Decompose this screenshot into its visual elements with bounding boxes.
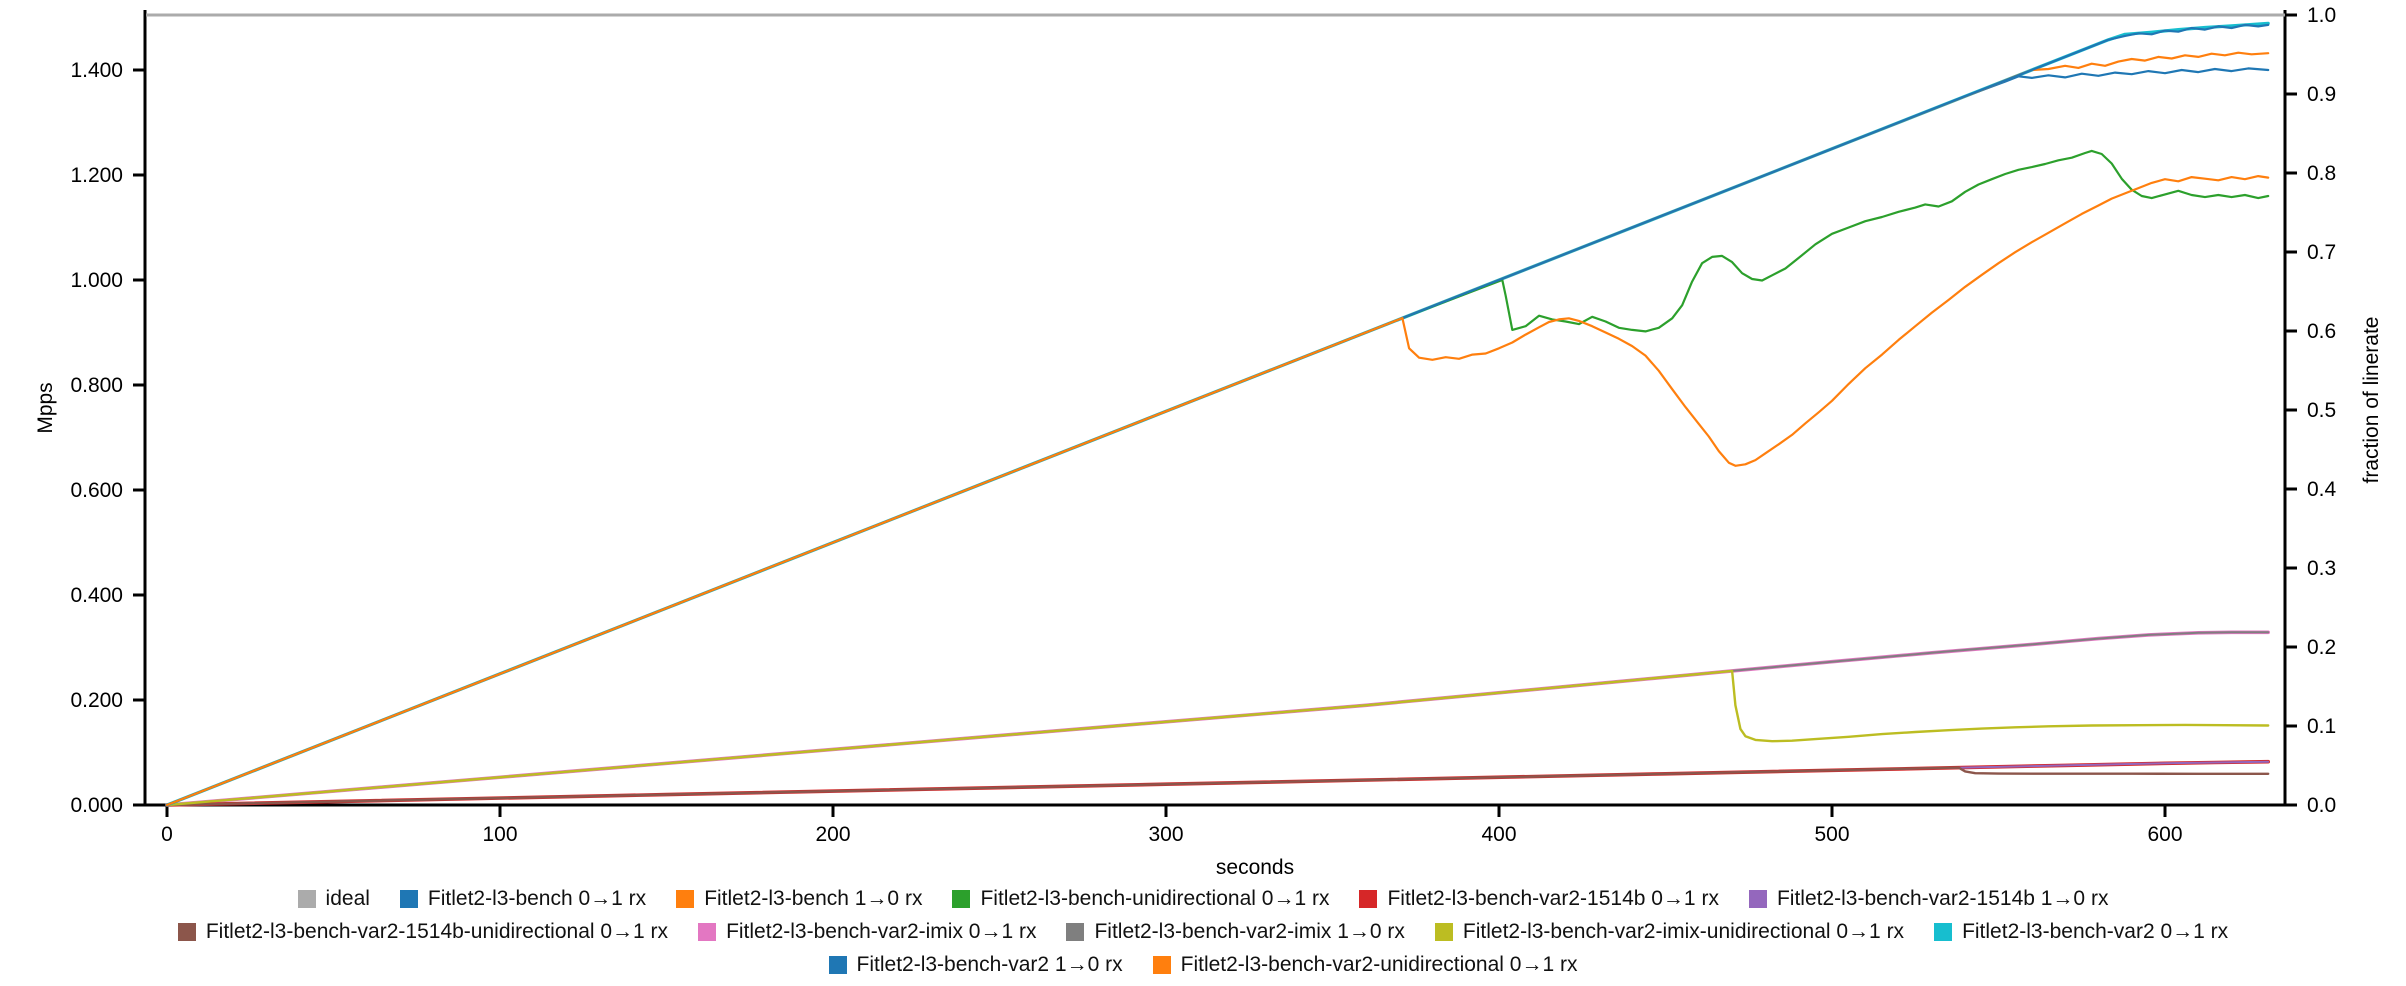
y-tick-label-right: 0.9	[2307, 83, 2336, 106]
legend-swatch	[177, 923, 196, 941]
legend-item: Fitlet2-l3-bench-var2-unidirectional 0→1…	[1152, 953, 1578, 977]
legend-label: Fitlet2-l3-bench-unidirectional 0→1 rx	[980, 887, 1330, 910]
y-tick-label-right: 0.6	[2307, 320, 2336, 343]
legend-item: Fitlet2-l3-bench-var2 1→0 rx	[828, 953, 1123, 977]
x-tick-label: 400	[1481, 823, 1516, 846]
legend-label: Fitlet2-l3-bench-var2-imix 0→1 rx	[726, 920, 1037, 943]
y-tick-label-right: 0.8	[2307, 162, 2336, 185]
y-tick-label-right: 0.2	[2307, 636, 2336, 659]
legend-item: Fitlet2-l3-bench-var2 0→1 rx	[1934, 920, 2228, 944]
y-tick-label-left: 0.200	[70, 689, 123, 712]
legend-row: ideal Fitlet2-l3-bench 0→1 rx Fitlet2-l3-b…	[297, 884, 2109, 914]
y-tick-label-right: 1.0	[2307, 4, 2336, 27]
x-tick-label: 300	[1148, 823, 1183, 846]
y-tick-label-left: 1.200	[70, 164, 123, 187]
y-axis-label-left: Mpps	[34, 382, 57, 434]
series-Fitlet2-l3-bench-var2 0→1 rx	[165, 21, 2270, 807]
legend-swatch	[1152, 956, 1171, 974]
legend-label: Fitlet2-l3-bench-var2-1514b-unidirection…	[205, 920, 669, 943]
y-tick-label-right: 0.4	[2307, 478, 2337, 501]
x-tick-label: 200	[815, 823, 850, 846]
plot-area	[146, 13, 2285, 807]
series-Fitlet2-l3-bench-var2 1→0 rx	[165, 67, 2270, 807]
legend-label: Fitlet2-l3-bench-var2-imix 1→0 rx	[1094, 920, 1405, 943]
x-tick-label: 600	[2147, 823, 2182, 846]
legend-row: Fitlet2-l3-bench-var2 1→0 rx Fitlet2-l3-b…	[828, 950, 1578, 980]
legend-label: Fitlet2-l3-bench-var2-1514b 1→0 rx	[1776, 887, 2109, 910]
y-tick-label-right: 0.5	[2307, 399, 2336, 422]
legend-label: Fitlet2-l3-bench-var2-unidirectional 0→1…	[1180, 953, 1578, 976]
legend-item: Fitlet2-l3-bench-var2-1514b-unidirection…	[177, 920, 669, 944]
legend-item: Fitlet2-l3-bench-var2-imix-unidirectiona…	[1434, 920, 1905, 944]
legend-label: Fitlet2-l3-bench 1→0 rx	[704, 887, 923, 910]
legend-item: Fitlet2-l3-bench-var2-1514b 1→0 rx	[1748, 887, 2109, 911]
series-Fitlet2-l3-bench-var2-imix-unidirectional 0→1 rx	[165, 669, 2270, 807]
y-tick-label-left: 0.800	[70, 374, 123, 397]
legend-swatch	[698, 923, 717, 941]
legend-swatch	[828, 956, 847, 974]
x-axis-label: seconds	[1215, 856, 1295, 879]
legend-item: Fitlet2-l3-bench-var2-1514b 0→1 rx	[1359, 887, 1719, 911]
y-tick-label-right: 0.7	[2307, 241, 2336, 264]
legend-label: ideal	[325, 887, 370, 910]
y-tick-label-left: 1.000	[70, 269, 123, 292]
legend-label: Fitlet2-l3-bench 0→1 rx	[427, 887, 647, 910]
legend: ideal Fitlet2-l3-bench 0→1 rx Fitlet2-l3-b…	[0, 884, 2406, 980]
legend-item: Fitlet2-l3-bench 0→1 rx	[399, 887, 647, 911]
legend-swatch	[1066, 923, 1085, 941]
legend-label: Fitlet2-l3-bench-var2-imix-unidirectiona…	[1462, 920, 1905, 943]
y-axis-label-right: fraction of linerate	[2360, 316, 2383, 484]
series-Fitlet2-l3-bench-var2-1514b-unidirectional 0→1 rx	[165, 766, 2270, 807]
legend-swatch	[676, 890, 695, 908]
y-tick-label-right: 0.1	[2307, 715, 2336, 738]
series-Fitlet2-l3-bench 1→0 rx	[165, 51, 2270, 807]
axes-layer: 0 100 200 300 400 500 600 0.000 0.200 0.400 0.600 0…	[70, 4, 2336, 846]
legend-label: Fitlet2-l3-bench-var2-1514b 0→1 rx	[1387, 887, 1719, 910]
legend-item: Fitlet2-l3-bench-var2-imix 1→0 rx	[1066, 920, 1405, 944]
legend-swatch	[1359, 890, 1378, 908]
legend-label: Fitlet2-l3-bench-var2 0→1 rx	[1962, 920, 2229, 943]
x-tick-label: 100	[482, 823, 517, 846]
legend-swatch	[399, 890, 418, 908]
series-Fitlet2-l3-bench 0→1 rx	[165, 23, 2270, 807]
x-tick-label: 0	[161, 823, 173, 846]
legend-row: Fitlet2-l3-bench-var2-1514b-unidirection…	[177, 917, 2228, 947]
legend-swatch	[1748, 890, 1767, 908]
legend-label: Fitlet2-l3-bench-var2 1→0 rx	[856, 953, 1123, 976]
y-tick-label-left: 0.600	[70, 479, 123, 502]
legend-swatch	[297, 890, 316, 908]
legend-item: Fitlet2-l3-bench 1→0 rx	[676, 887, 922, 911]
y-tick-label-right: 0.3	[2307, 557, 2336, 580]
series-Fitlet2-l3-bench-var2-unidirectional 0→1 rx	[165, 175, 2270, 807]
y-tick-label-left: 0.000	[70, 794, 123, 817]
legend-swatch	[952, 890, 971, 908]
y-tick-label-left: 0.400	[70, 584, 123, 607]
y-tick-label-left: 1.400	[70, 59, 123, 82]
legend-item: Fitlet2-l3-bench-var2-imix 0→1 rx	[698, 920, 1036, 944]
series-Fitlet2-l3-bench-unidirectional 0→1 rx	[165, 149, 2270, 807]
y-tick-label-right: 0.0	[2307, 794, 2336, 817]
legend-item: ideal	[297, 887, 370, 911]
x-tick-label: 500	[1814, 823, 1849, 846]
legend-swatch	[1934, 923, 1953, 941]
legend-item: Fitlet2-l3-bench-unidirectional 0→1 rx	[952, 887, 1329, 911]
legend-swatch	[1434, 923, 1453, 941]
